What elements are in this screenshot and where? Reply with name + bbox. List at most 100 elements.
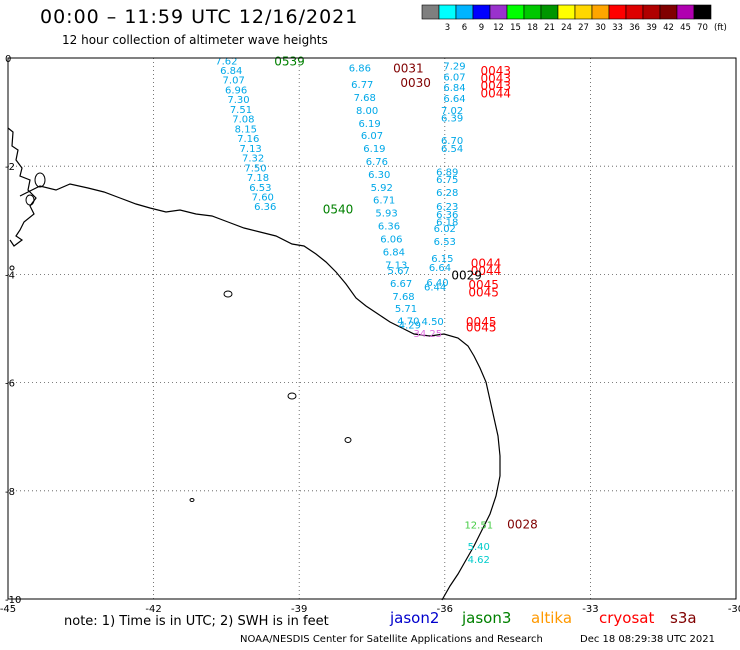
island-outline bbox=[189, 498, 195, 502]
swh-value-label: 7.50 bbox=[244, 163, 266, 174]
satellite-legend-jason2: jason2 bbox=[390, 609, 440, 627]
colorbar-label: 21 bbox=[544, 23, 555, 33]
swh-value-label: 6.36 bbox=[254, 202, 276, 213]
swh-value-label: 6.75 bbox=[436, 175, 458, 186]
time-label: 0028 bbox=[507, 517, 538, 531]
colorbar-label: 45 bbox=[680, 23, 691, 33]
swh-value-label: 7.30 bbox=[227, 95, 249, 106]
colorbar-label: 24 bbox=[561, 23, 572, 33]
map-title: 00:00 – 11:59 UTC 12/16/2021 bbox=[40, 6, 359, 28]
swh-value-label: 7.02 bbox=[441, 106, 463, 117]
swh-value-label: 7.13 bbox=[385, 261, 407, 272]
swh-value-label: 6.02 bbox=[434, 224, 456, 235]
swh-value-label: 7.29 bbox=[443, 62, 465, 73]
colorbar-label: 6 bbox=[462, 23, 467, 33]
coastline bbox=[7, 127, 501, 601]
time-label: 0031 bbox=[393, 62, 424, 76]
swh-value-label: 6.39 bbox=[441, 114, 463, 125]
colorbar-label: 15 bbox=[510, 23, 521, 33]
swh-value-label: 6.64 bbox=[429, 263, 451, 274]
swh-value-label: 6.36 bbox=[378, 222, 400, 233]
colorbar-label: 70 bbox=[697, 23, 708, 33]
colorbar-label: 18 bbox=[527, 23, 538, 33]
swh-value-label: 6.07 bbox=[361, 131, 383, 142]
swh-value-label: 5.40 bbox=[468, 542, 490, 553]
swh-value-label: 4.50 bbox=[422, 317, 444, 328]
time-label: 0540 bbox=[323, 202, 354, 216]
footer-credit: NOAA/NESDIS Center for Satellite Applica… bbox=[240, 634, 543, 645]
swh-value-label: 6.30 bbox=[368, 170, 390, 181]
lon-tick-label: -30 bbox=[728, 604, 740, 615]
swh-value-label: 6.67 bbox=[390, 279, 412, 290]
swh-value-label: 6.77 bbox=[351, 80, 373, 91]
swh-value-label: 6.40 bbox=[426, 278, 448, 289]
colorbar-label: 27 bbox=[578, 23, 589, 33]
island-outline bbox=[344, 437, 352, 443]
swh-value-label: 7.51 bbox=[230, 105, 252, 116]
swh-value-label: 6.86 bbox=[349, 64, 371, 75]
swh-value-label: 8.00 bbox=[356, 106, 378, 117]
colorbar-label: 3 bbox=[445, 23, 450, 33]
map-subtitle: 12 hour collection of altimeter wave hei… bbox=[62, 33, 328, 47]
satellite-legend-cryosat: cryosat bbox=[599, 609, 655, 627]
lat-tick-label: -2 bbox=[5, 162, 15, 173]
swh-value-label: 6.84 bbox=[220, 66, 242, 77]
time-label: 0044 bbox=[471, 264, 502, 278]
swh-value-label: 6.06 bbox=[380, 235, 402, 246]
swh-value-label: 7.07 bbox=[223, 76, 245, 87]
swh-value-label: 7.60 bbox=[252, 192, 274, 203]
island-outline bbox=[25, 194, 35, 206]
map-note: note: 1) Time is in UTC; 2) SWH is in fe… bbox=[64, 614, 329, 629]
lat-tick-label: -6 bbox=[5, 379, 15, 390]
swh-value-label: 5.67 bbox=[388, 266, 410, 277]
colorbar-label: 33 bbox=[612, 23, 623, 33]
swh-value-label: 12.51 bbox=[464, 520, 493, 531]
swh-value-label: 6.64 bbox=[443, 94, 465, 105]
swh-value-label: 6.53 bbox=[434, 237, 456, 248]
swh-value-label: 6.19 bbox=[358, 119, 380, 130]
swh-value-label: 6.44 bbox=[424, 282, 446, 293]
lon-tick-label: -39 bbox=[291, 604, 307, 615]
lon-tick-label: -45 bbox=[0, 604, 16, 615]
lat-tick-label: -10 bbox=[5, 595, 21, 606]
island-outline bbox=[223, 290, 233, 298]
time-label: 0043 bbox=[480, 79, 511, 93]
colorbar-label: 39 bbox=[646, 23, 657, 33]
swh-value-label: 6.84 bbox=[443, 83, 465, 94]
swh-value-label: 4.29 bbox=[399, 321, 421, 332]
satellite-legend-s3a: s3a bbox=[670, 609, 697, 627]
swh-value-label: 6.28 bbox=[436, 188, 458, 199]
lat-tick-label: -4 bbox=[5, 270, 15, 281]
swh-value-label: 6.36 bbox=[436, 210, 458, 221]
swh-value-label: 6.89 bbox=[436, 168, 458, 179]
lon-tick-label: -36 bbox=[437, 604, 453, 615]
swh-value-label: 5.71 bbox=[395, 304, 417, 315]
time-label: 0045 bbox=[468, 286, 499, 300]
lon-tick-label: -33 bbox=[582, 604, 598, 615]
colorbar-label: 42 bbox=[663, 23, 674, 33]
island-outline bbox=[34, 172, 46, 188]
swh-value-label: 7.68 bbox=[392, 292, 414, 303]
swh-value-label: 7.18 bbox=[247, 173, 269, 184]
time-label: 0045 bbox=[466, 315, 497, 329]
colorbar-swatch bbox=[693, 4, 712, 20]
swh-value-label: 6.76 bbox=[366, 157, 388, 168]
lat-tick-label: -8 bbox=[5, 487, 15, 498]
swh-value-label: 8.15 bbox=[235, 124, 257, 135]
swh-value-label: 4.62 bbox=[468, 555, 490, 566]
swh-value-label: 6.71 bbox=[373, 196, 395, 207]
map-frame bbox=[7, 57, 737, 600]
swh-value-label: 34.25 bbox=[413, 329, 442, 340]
swh-value-label: 7.62 bbox=[215, 57, 237, 68]
swh-value-label: 6.15 bbox=[431, 254, 453, 265]
swh-value-label: 5.92 bbox=[371, 183, 393, 194]
swh-value-label: 6.23 bbox=[436, 202, 458, 213]
time-label: 0043 bbox=[480, 64, 511, 78]
swh-value-label: 7.16 bbox=[237, 134, 259, 145]
satellite-legend-jason3: jason3 bbox=[462, 609, 512, 627]
colorbar-label: 36 bbox=[629, 23, 640, 33]
colorbar-label: 30 bbox=[595, 23, 606, 33]
time-label: 0045 bbox=[466, 320, 497, 334]
swh-value-label: 7.08 bbox=[232, 115, 254, 126]
swh-value-label: 6.07 bbox=[443, 72, 465, 83]
